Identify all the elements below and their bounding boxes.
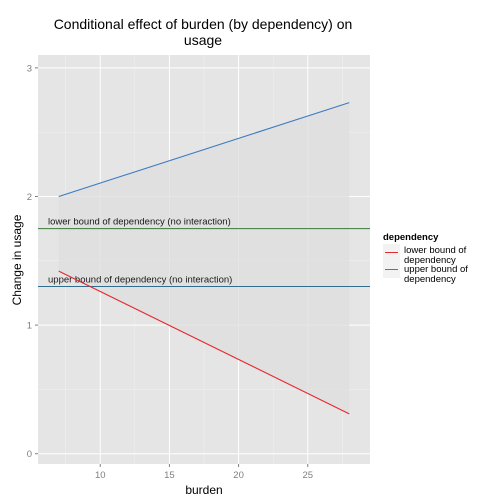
x-tick-label: 25 [302,470,313,481]
x-axis-label: burden [185,483,222,497]
reference-lines-layer: lower bound of dependency (no interactio… [38,217,370,288]
legend-label-lower-line-2: dependency [404,255,456,266]
y-tick-label: 3 [27,63,32,74]
y-axis-label: Change in usage [10,214,24,305]
legend: dependency lower bound of dependency upp… [383,232,468,285]
legend-entry-lower: lower bound of dependency [383,244,467,266]
chart-title-line-1: Conditional effect of burden (by depende… [54,16,353,32]
chart-title-line-2: usage [184,32,222,48]
reference-line-label-2: upper bound of dependency (no interactio… [48,275,232,286]
legend-entry-upper: upper bound of dependency [383,261,468,285]
x-tick-label: 20 [233,470,244,481]
x-tick-label: 15 [164,470,175,481]
legend-label-lower-line-1: lower bound of [404,245,467,256]
series-layer [58,102,350,415]
y-axis-ticks: 0 1 2 3 [27,63,38,460]
x-axis-ticks: 10 15 20 25 [95,464,313,481]
legend-label-upper-line-1: upper bound of [404,264,468,275]
series-line-lower [58,270,350,415]
y-tick-label: 1 [27,321,32,332]
series-line-upper [58,102,350,198]
confidence-band [58,102,350,414]
reference-line-label-1: lower bound of dependency (no interactio… [48,217,231,228]
legend-label-upper-line-2: dependency [404,274,456,285]
y-tick-label: 0 [27,449,32,460]
legend-title: dependency [383,232,439,243]
y-tick-label: 2 [27,192,32,203]
confidence-band-layer [58,102,350,414]
x-tick-label: 10 [95,470,106,481]
